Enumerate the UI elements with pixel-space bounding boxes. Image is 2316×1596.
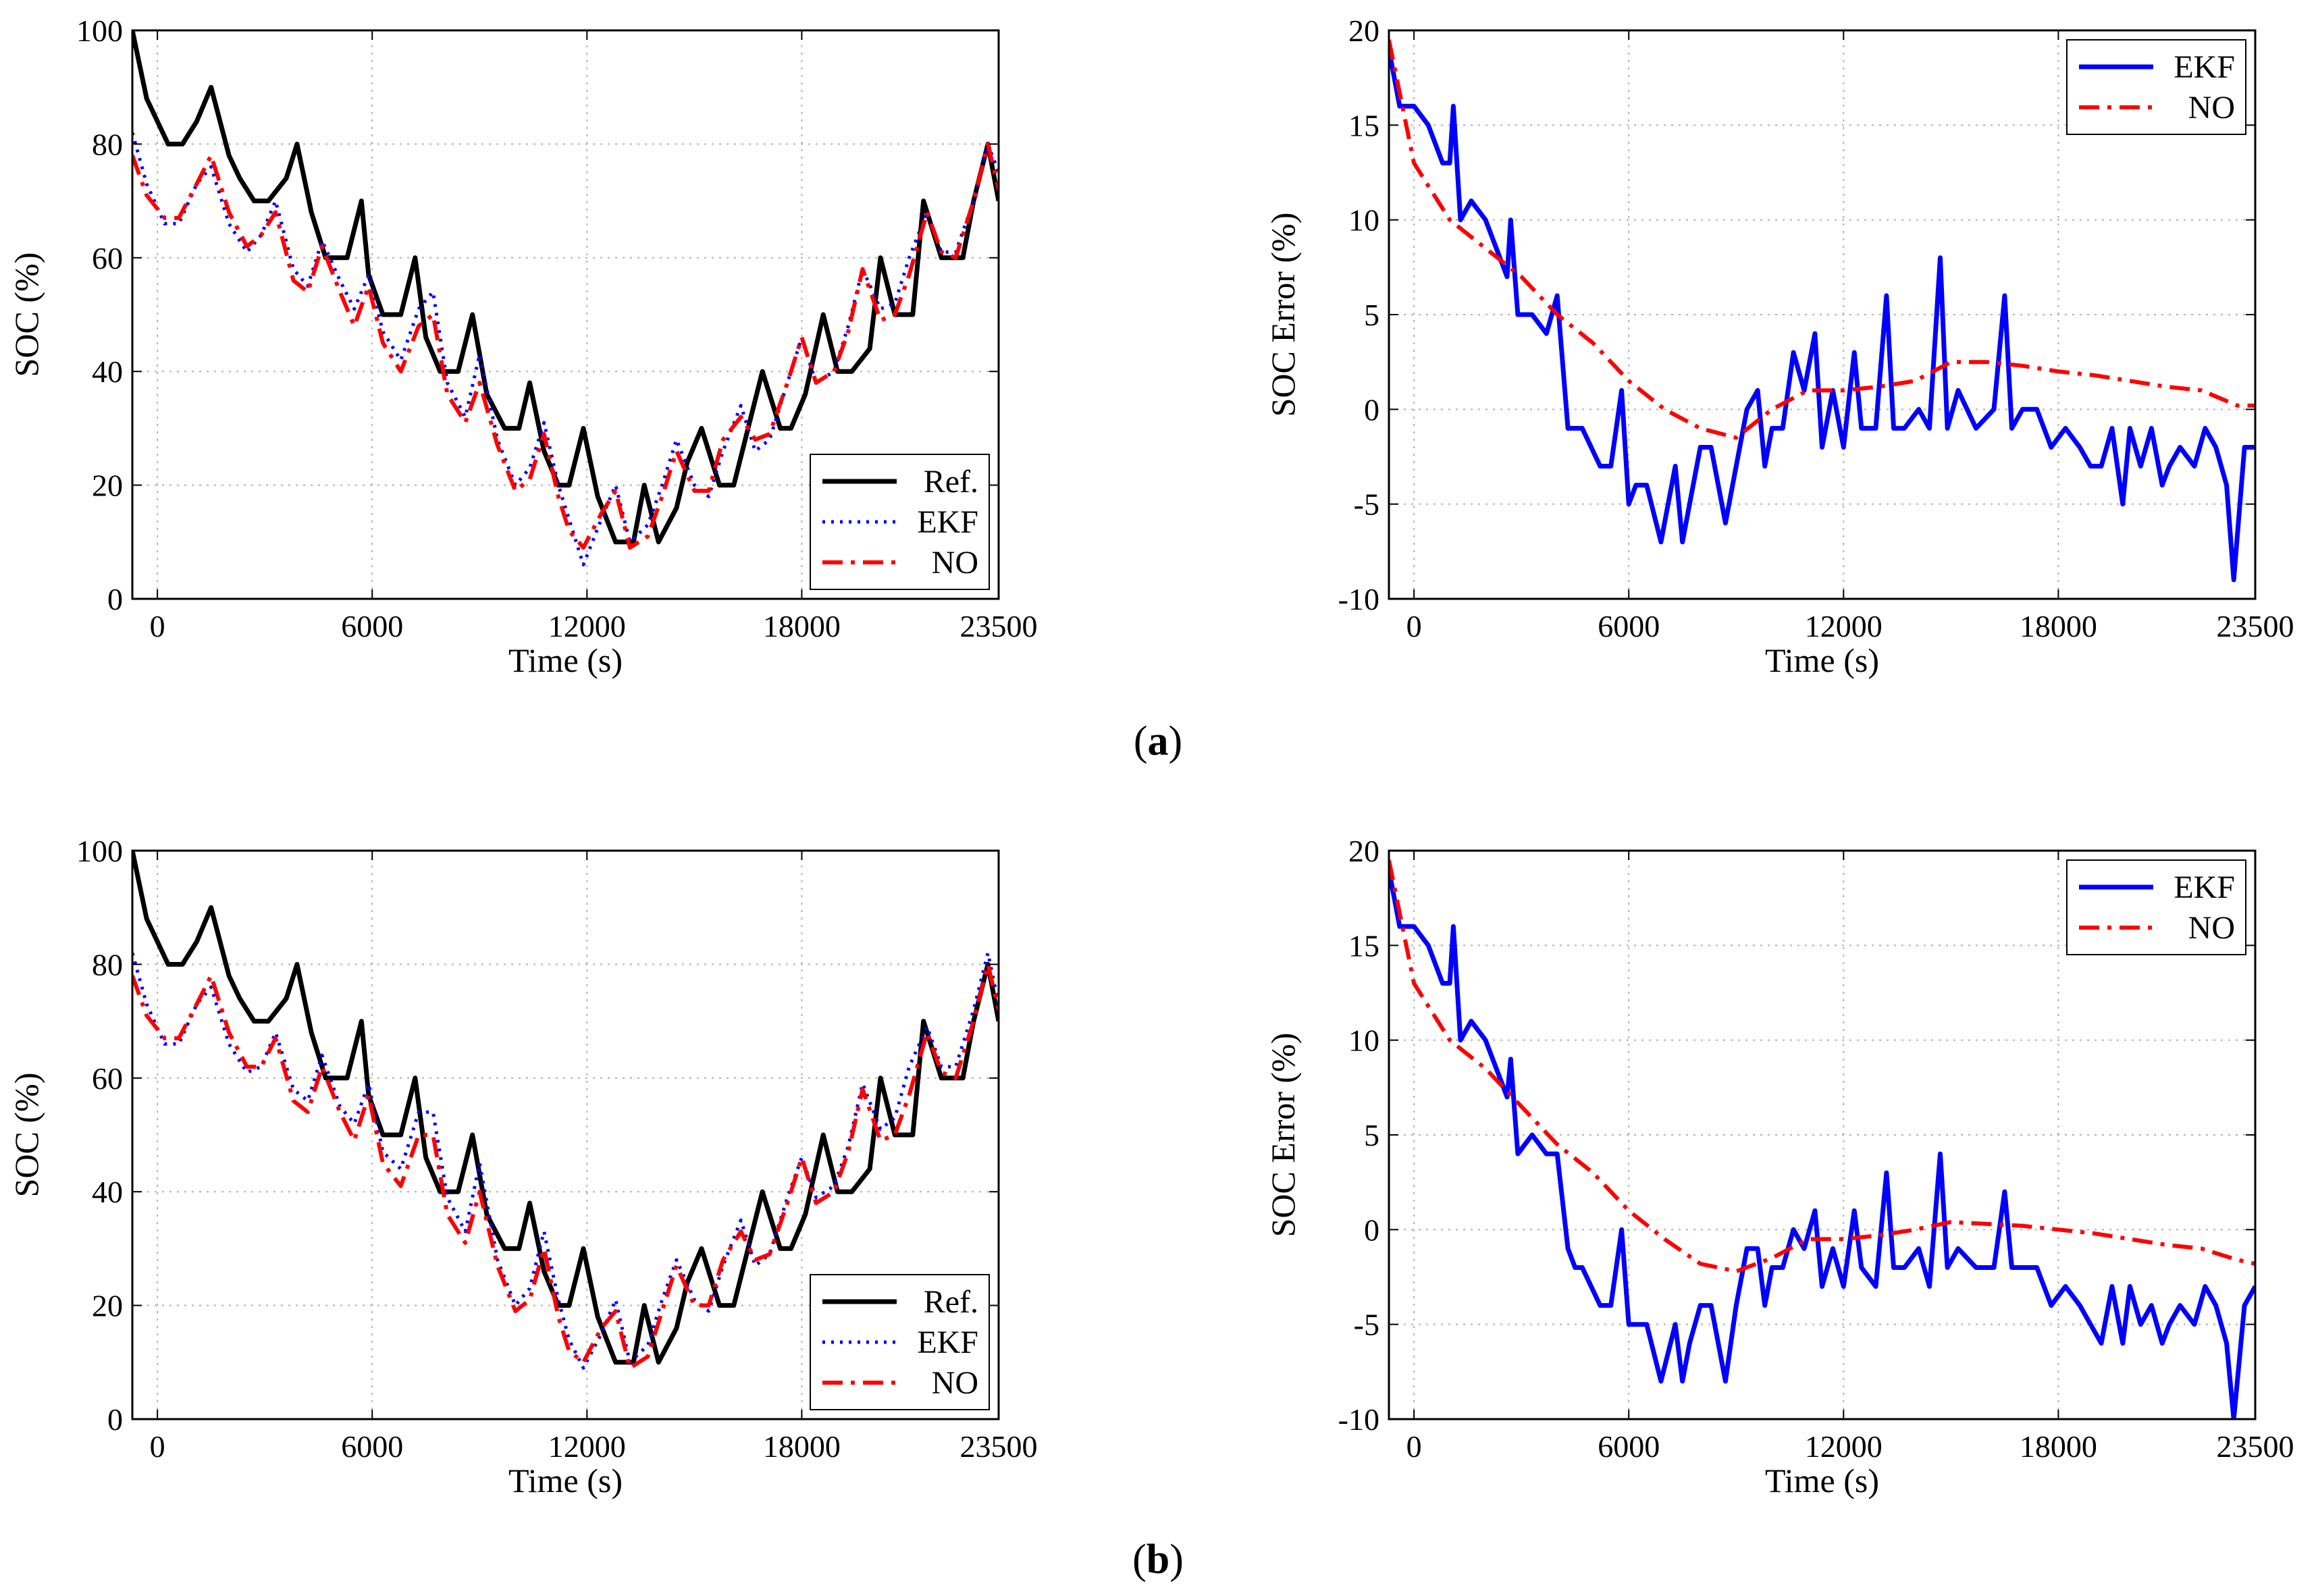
y-tick-label: 60 (92, 1061, 123, 1096)
x-axis-label: Time (s) (508, 641, 623, 679)
legend-label: NO (2188, 90, 2235, 126)
legend-box (2066, 39, 2246, 135)
x-tick-label: 0 (150, 609, 165, 643)
x-tick-label: 23500 (2217, 609, 2294, 643)
legend-box (2066, 859, 2246, 955)
legend-label: EKF (2174, 49, 2235, 85)
y-tick-label: 15 (1348, 108, 1379, 142)
y-tick-label: -5 (1354, 1308, 1379, 1342)
x-tick-label: 18000 (763, 1429, 841, 1464)
x-tick-label: 12000 (1805, 609, 1883, 643)
legend-label: Ref. (924, 464, 978, 500)
legend-label: NO (2188, 910, 2235, 946)
x-tick-label: 18000 (2020, 1429, 2097, 1464)
panel-b-soc-error-chart: 0 6000 12000 18000 23500 -10 -5 0 5 10 15 20 Time (s… (1264, 834, 2294, 1499)
series-line-no (132, 142, 999, 550)
x-tick-label: 23500 (960, 1429, 1038, 1464)
y-axis-label: SOC Error (%) (1264, 213, 1302, 417)
legend: EKF NO (2066, 859, 2246, 955)
y-axis-label: SOC (%) (7, 252, 45, 377)
series-line-no (1389, 39, 2255, 440)
y-tick-label: 20 (1348, 14, 1379, 48)
y-tick-label: 80 (92, 127, 123, 161)
panel-a-soc-chart: 0 6000 12000 18000 23500 0 20 40 60 80 100 Time (s)… (7, 14, 1038, 679)
series-line-no (132, 962, 999, 1371)
y-tick-label: 5 (1364, 1118, 1379, 1152)
x-tick-label: 0 (150, 1429, 165, 1464)
x-axis-label: Time (s) (1765, 641, 1879, 679)
legend-label: Ref. (924, 1284, 978, 1320)
x-tick-label: 23500 (960, 609, 1038, 643)
series-line-ref (132, 851, 999, 1365)
legend-label: EKF (917, 1325, 978, 1360)
legend-label: EKF (2174, 870, 2235, 905)
y-tick-label: 40 (92, 1175, 123, 1209)
panel-label-b: (b) (1132, 1537, 1184, 1582)
y-axis-label: SOC Error (%) (1264, 1033, 1302, 1238)
panel-b-soc-chart: 0 6000 12000 18000 23500 0 20 40 60 80 100 Time (s)… (7, 834, 1038, 1499)
y-tick-label: 20 (92, 469, 123, 503)
y-tick-label: 100 (76, 14, 123, 48)
panel-label-a: (a) (1134, 718, 1182, 764)
y-tick-label: -5 (1354, 487, 1379, 522)
y-tick-label: 0 (107, 582, 123, 616)
y-tick-label: 0 (107, 1402, 123, 1437)
legend-label: NO (932, 545, 978, 581)
x-tick-label: 23500 (2217, 1429, 2294, 1464)
x-tick-label: 0 (1406, 609, 1422, 643)
legend-label: EKF (917, 504, 978, 540)
series-line-ekf (1389, 869, 2255, 1419)
x-tick-label: 18000 (763, 609, 841, 643)
x-tick-label: 12000 (548, 1429, 626, 1464)
x-tick-label: 6000 (341, 1429, 403, 1464)
series-line-ref (132, 30, 999, 545)
x-tick-label: 6000 (341, 609, 403, 643)
legend-label: NO (932, 1365, 978, 1401)
y-axis-label: SOC (%) (7, 1073, 45, 1198)
y-tick-label: -10 (1338, 1402, 1379, 1437)
y-tick-label: 60 (92, 241, 123, 275)
x-tick-label: 12000 (1805, 1429, 1883, 1464)
y-tick-label: 0 (1364, 392, 1379, 427)
y-tick-label: 20 (1348, 834, 1379, 868)
x-axis-label: Time (s) (508, 1462, 623, 1499)
legend: Ref. EKF NO (810, 454, 990, 590)
y-tick-label: 10 (1348, 203, 1379, 238)
y-tick-label: 15 (1348, 928, 1379, 963)
panel-a-soc-error-chart: 0 6000 12000 18000 23500 -10 -5 0 5 10 15 20 Time (s… (1264, 14, 2294, 679)
y-tick-label: 0 (1364, 1213, 1379, 1247)
y-tick-label: 40 (92, 354, 123, 389)
y-tick-label: 20 (92, 1289, 123, 1323)
legend: EKF NO (2066, 39, 2246, 135)
series-line-no (1389, 859, 2255, 1274)
series-line-ekf (1389, 49, 2255, 583)
y-tick-label: 100 (76, 834, 123, 868)
axes-frame (131, 29, 1000, 600)
y-tick-label: 5 (1364, 298, 1379, 332)
x-tick-label: 18000 (2020, 609, 2097, 643)
x-tick-label: 6000 (1598, 609, 1660, 643)
axes-frame (131, 849, 1000, 1420)
series-line-ekf (132, 951, 999, 1370)
legend: Ref. EKF NO (810, 1274, 990, 1410)
y-tick-label: -10 (1338, 582, 1379, 616)
series-line-ekf (132, 132, 999, 566)
x-axis-label: Time (s) (1765, 1462, 1879, 1499)
x-tick-label: 12000 (548, 609, 626, 643)
y-tick-label: 80 (92, 947, 123, 982)
y-tick-label: 10 (1348, 1023, 1379, 1058)
x-tick-label: 6000 (1598, 1429, 1660, 1464)
x-tick-label: 0 (1406, 1429, 1422, 1464)
